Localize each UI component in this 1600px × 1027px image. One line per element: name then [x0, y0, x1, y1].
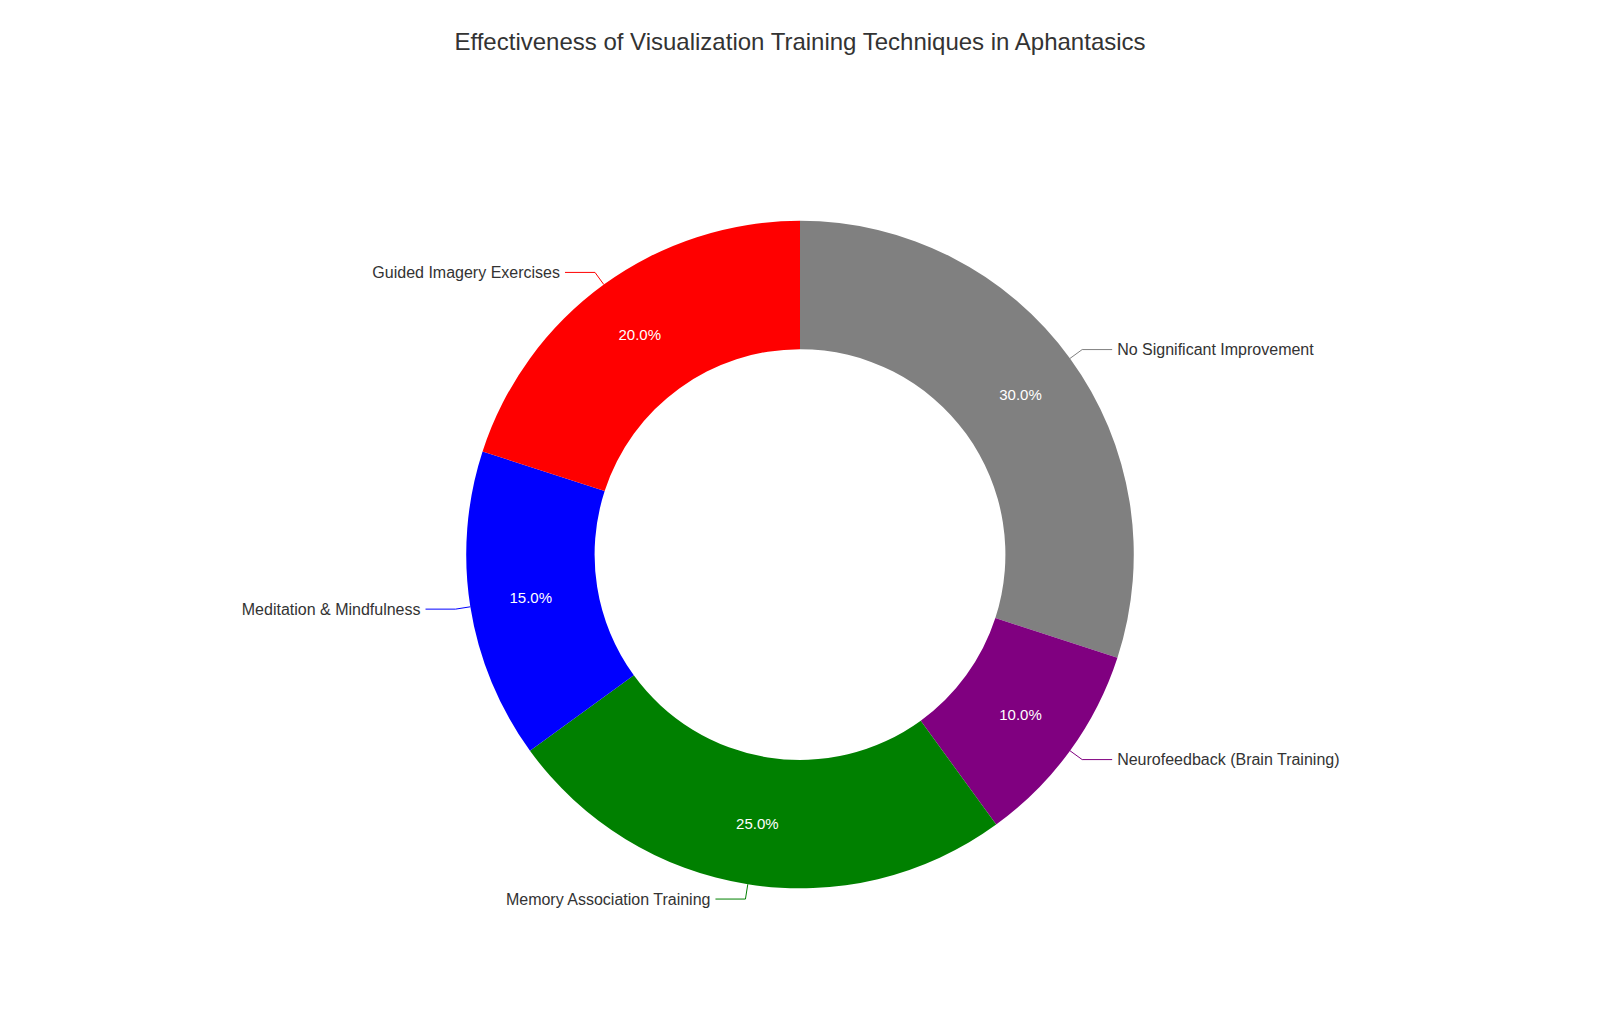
svg-text:25.0%: 25.0%: [736, 815, 779, 832]
svg-text:10.0%: 10.0%: [999, 706, 1042, 723]
svg-text:Meditation & Mindfulness: Meditation & Mindfulness: [242, 601, 421, 618]
svg-text:Guided Imagery Exercises: Guided Imagery Exercises: [372, 264, 560, 281]
svg-text:No Significant Improvement: No Significant Improvement: [1117, 341, 1314, 358]
svg-text:Effectiveness of Visualization: Effectiveness of Visualization Training …: [454, 28, 1145, 55]
svg-text:Neurofeedback (Brain Training): Neurofeedback (Brain Training): [1117, 751, 1339, 768]
svg-text:30.0%: 30.0%: [999, 386, 1042, 403]
svg-text:15.0%: 15.0%: [509, 589, 552, 606]
svg-text:Memory Association Training: Memory Association Training: [506, 891, 711, 908]
svg-text:20.0%: 20.0%: [619, 326, 662, 343]
